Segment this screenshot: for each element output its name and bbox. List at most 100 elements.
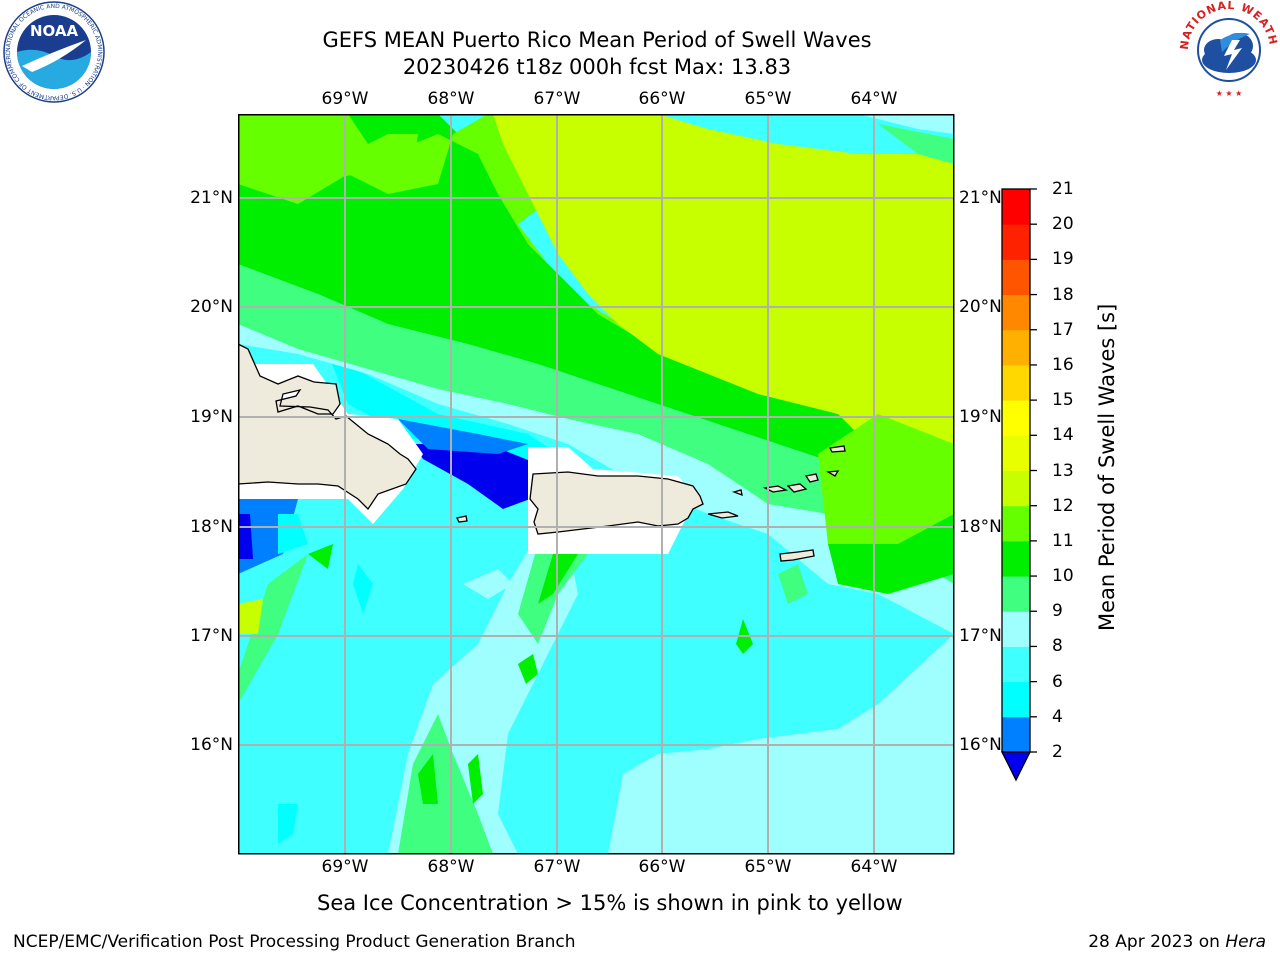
colorbar-tick-label: 17 xyxy=(1052,319,1074,340)
noaa-logo: NATIONAL OCEANIC AND ATMOSPHERIC ADMINIS… xyxy=(2,0,105,103)
swell-band-9-10-east-edge xyxy=(858,114,954,134)
swell-band-10-11-southwest xyxy=(238,554,308,704)
colorbar-title: Mean Period of Swell Waves [s] xyxy=(1095,303,1119,631)
lon-label-top-64w: 64°W xyxy=(850,89,898,109)
colorbar-band xyxy=(1002,505,1030,542)
colorbar-band xyxy=(1002,400,1030,436)
swell-band-13-14 xyxy=(493,114,954,524)
colorbar-band xyxy=(1002,364,1030,401)
swell-band-10-11-north xyxy=(238,264,954,584)
swell-band-11-12-patch-south2 xyxy=(468,754,483,804)
map-title: GEFS MEAN Puerto Rico Mean Period of Swe… xyxy=(322,28,872,52)
swell-band-12-13-west xyxy=(238,114,418,184)
nws-logo: NATIONAL WEATHER SERVICE ★ ★ ★ xyxy=(1178,0,1279,98)
lon-label-top-68w: 68°W xyxy=(427,89,475,109)
swell-band-11-12-southeast xyxy=(828,514,954,594)
swell-band-12-13-patch-w xyxy=(238,599,263,634)
footer-machine: Hera xyxy=(1225,932,1266,952)
swell-band-9-10-patch-s xyxy=(658,754,708,794)
lon-label-bottom-66w: 66°W xyxy=(638,857,686,877)
lon-label-bottom-68w: 68°W xyxy=(427,857,475,877)
colorbar-tick-label: 14 xyxy=(1052,425,1074,446)
colorbar-band xyxy=(1002,646,1030,683)
colorbar-tick-label: 4 xyxy=(1052,706,1063,727)
land-anegada xyxy=(829,445,846,453)
colorbar-band xyxy=(1002,329,1030,366)
footer-producer: NCEP/EMC/Verification Post Processing Pr… xyxy=(13,932,576,952)
swell-band-6-8-north xyxy=(328,354,558,464)
colorbar-tick-label: 13 xyxy=(1052,460,1074,481)
colorbar-tick-label: 21 xyxy=(1052,179,1074,199)
swell-band-9-10-patch xyxy=(463,569,513,599)
land-virgin-islands xyxy=(762,473,819,493)
swell-band-6-8-patch-south xyxy=(353,564,373,614)
colorbar-band xyxy=(1002,611,1030,647)
land-hispaniola xyxy=(238,343,417,511)
lon-label-bottom-64w: 64°W xyxy=(850,857,898,877)
lon-label-bottom-67w: 67°W xyxy=(533,857,581,877)
lon-label-top-65w: 65°W xyxy=(744,89,792,109)
colorbar-extend-tip xyxy=(1000,751,1032,782)
colorbar-tick-label: 6 xyxy=(1052,671,1063,692)
colorbar-tick-label: 8 xyxy=(1052,636,1063,657)
swell-band-10-11-south xyxy=(398,714,493,854)
lat-label-right-18n: 18°N xyxy=(959,517,1002,537)
swell-period-map xyxy=(238,114,955,855)
swell-band-11-12-patch-s xyxy=(518,654,538,684)
colorbar-band xyxy=(1002,716,1030,753)
lat-label-left-19n: 19°N xyxy=(190,407,233,427)
swell-band-6-8-patch-sw xyxy=(278,804,298,844)
colorbar-band xyxy=(1002,470,1030,507)
colorbar-tick-label: 2 xyxy=(1052,742,1063,762)
swell-band-6-8-patch xyxy=(278,514,308,554)
swell-band-4-6-north xyxy=(398,419,528,454)
lon-label-top-66w: 66°W xyxy=(638,89,686,109)
colorbar-tick-label: 18 xyxy=(1052,284,1074,305)
colorbar-tick-label: 19 xyxy=(1052,249,1074,270)
lat-label-left-20n: 20°N xyxy=(190,297,233,317)
colorbar-tick-label: 20 xyxy=(1052,214,1074,235)
sea-ice-note: Sea Ice Concentration > 15% is shown in … xyxy=(317,891,903,915)
lat-label-left-16n: 16°N xyxy=(190,735,233,755)
land-st-croix xyxy=(779,549,815,562)
colorbar-band xyxy=(1002,189,1030,225)
land-vieques xyxy=(707,511,739,519)
colorbar xyxy=(1000,188,1037,782)
graticule xyxy=(238,114,954,854)
swell-band-10-11-patch xyxy=(778,564,808,604)
lat-label-right-17n: 17°N xyxy=(959,626,1002,646)
land-puerto-rico xyxy=(529,471,704,535)
colorbar-tick-label: 9 xyxy=(1052,601,1063,622)
swell-band-2-4 xyxy=(413,444,533,509)
colorbar-band xyxy=(1002,259,1030,296)
lat-label-right-20n: 20°N xyxy=(959,297,1002,317)
lat-label-right-16n: 16°N xyxy=(959,735,1002,755)
footer-date: 28 Apr 2023 on xyxy=(1088,932,1220,952)
lon-label-top-67w: 67°W xyxy=(533,89,581,109)
lon-label-bottom-65w: 65°W xyxy=(744,857,792,877)
lat-label-left-17n: 17°N xyxy=(190,626,233,646)
lat-label-right-21n: 21°N xyxy=(959,188,1002,208)
colorbar-band xyxy=(1002,576,1030,612)
lat-label-right-19n: 19°N xyxy=(959,407,1002,427)
colorbar-band xyxy=(1002,540,1030,577)
swell-band-10-11-east-edge xyxy=(878,124,954,164)
map-frame xyxy=(238,114,955,855)
map-subtitle: 20230426 t18z 000h fcst Max: 13.83 xyxy=(402,55,792,79)
swell-band-9-10-north xyxy=(238,314,954,634)
land-culebra xyxy=(731,489,743,497)
noaa-wordmark: NOAA xyxy=(30,22,79,40)
land-sombrero xyxy=(825,470,840,477)
lon-label-bottom-69w: 69°W xyxy=(321,857,369,877)
colorbar-band xyxy=(1002,294,1030,331)
colorbar-band xyxy=(1002,435,1030,471)
colorbar-tick-label: 11 xyxy=(1052,530,1074,551)
land-mona-island xyxy=(456,515,468,523)
lat-label-left-21n: 21°N xyxy=(190,188,233,208)
colorbar-tick-label: 15 xyxy=(1052,390,1074,411)
footer-timestamp: 28 Apr 2023 on Hera xyxy=(1088,932,1266,952)
swell-band-11-12 xyxy=(238,114,954,524)
svg-text:★ ★ ★: ★ ★ ★ xyxy=(1216,89,1243,98)
colorbar-band xyxy=(1002,224,1030,260)
swell-band-11-12-patch-south xyxy=(418,754,438,804)
